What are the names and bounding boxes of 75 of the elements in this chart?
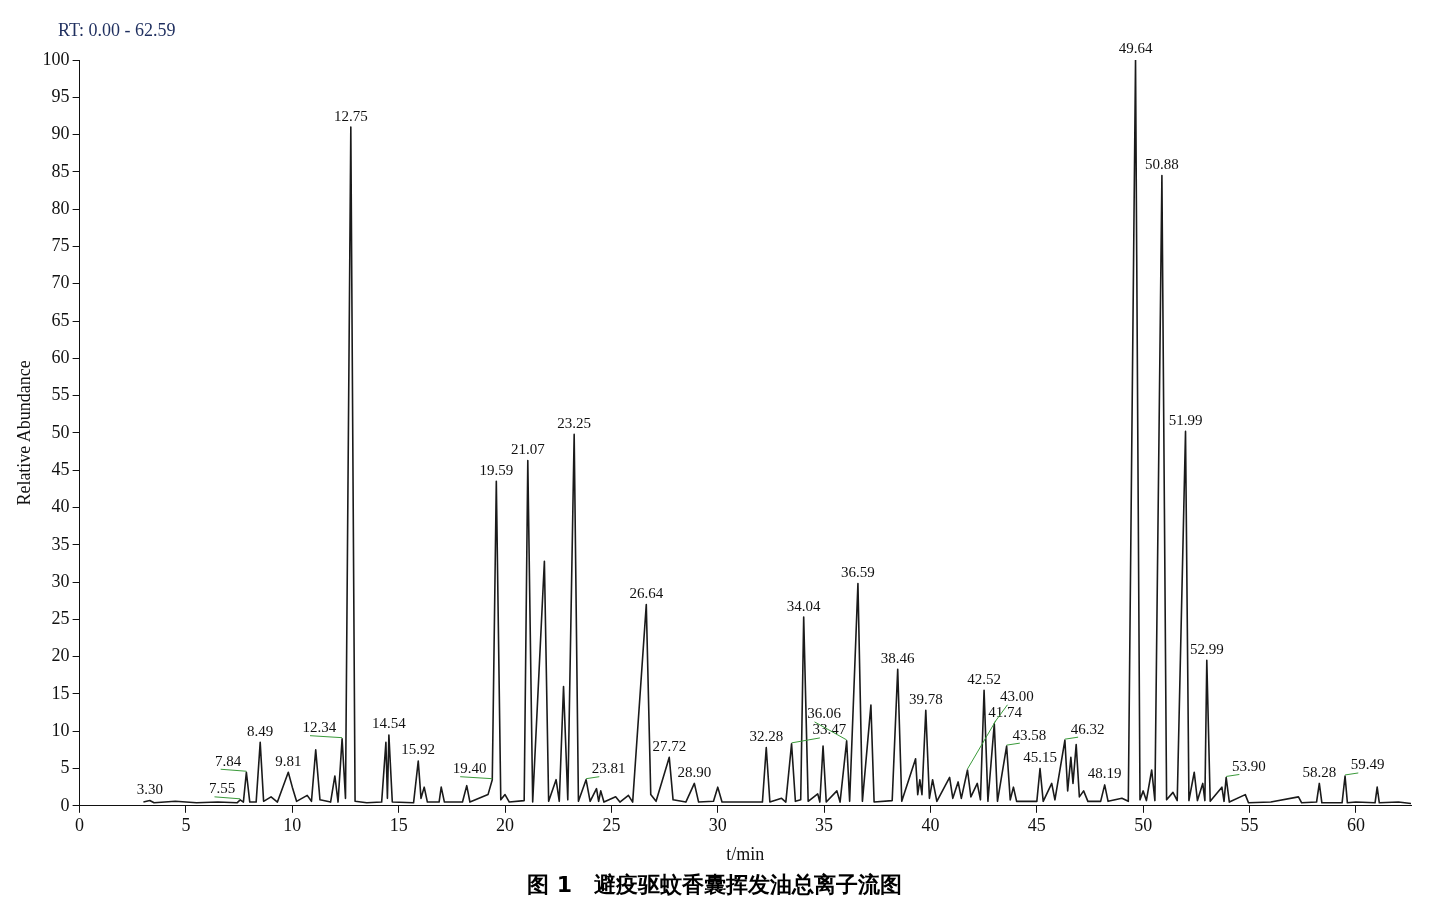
annotation: 43.00 bbox=[1000, 688, 1034, 705]
annotation: 32.28 bbox=[749, 728, 784, 745]
y-tick-label: 100 bbox=[42, 48, 70, 69]
annotation: 51.99 bbox=[1168, 411, 1203, 428]
x-tick-label: 30 bbox=[708, 815, 727, 836]
annotation: 12.75 bbox=[333, 107, 368, 124]
x-tick-label: 20 bbox=[496, 815, 515, 836]
y-tick-label: 15 bbox=[51, 682, 70, 703]
y-tick-label: 70 bbox=[51, 272, 70, 293]
y-tick-label: 95 bbox=[51, 86, 70, 107]
y-tick-label: 10 bbox=[51, 719, 70, 740]
annotation: 59.49 bbox=[1350, 756, 1385, 773]
y-tick-label: 0 bbox=[60, 794, 70, 815]
y-tick-label: 65 bbox=[51, 309, 70, 330]
annotation: 38.46 bbox=[880, 649, 916, 666]
annotation: 12.34 bbox=[302, 719, 337, 736]
y-tick-label: 25 bbox=[51, 608, 70, 629]
x-tick-label: 60 bbox=[1346, 815, 1365, 836]
x-tick-label: 25 bbox=[602, 815, 621, 836]
annotation: 8.49 bbox=[247, 722, 274, 739]
annotation: 45.15 bbox=[1023, 748, 1057, 765]
y-tick-label: 5 bbox=[60, 757, 70, 778]
text: RT: 0.00 - 62.59 bbox=[58, 20, 176, 41]
annotation: 14.54 bbox=[372, 715, 407, 732]
annotation: 21.07 bbox=[510, 440, 546, 457]
y-tick-label: 85 bbox=[51, 160, 70, 181]
x-tick-label: 35 bbox=[815, 815, 834, 836]
annotation: 26.64 bbox=[629, 584, 664, 601]
x-tick-label: 5 bbox=[181, 815, 191, 836]
annotation: 27.72 bbox=[652, 737, 687, 754]
y-axis-title: Relative Abundance bbox=[13, 360, 34, 506]
y-tick-label: 30 bbox=[51, 570, 70, 591]
annotation: 9.81 bbox=[275, 752, 302, 769]
annotation: 48.19 bbox=[1087, 765, 1122, 782]
y-tick-label: 45 bbox=[51, 458, 70, 479]
annotation: 46.32 bbox=[1070, 720, 1105, 737]
annotation: 36.59 bbox=[841, 563, 875, 580]
annotation: 23.25 bbox=[557, 414, 592, 431]
annotation: 53.90 bbox=[1231, 757, 1266, 774]
text: 图 1 避疫驱蚊香囊挥发油总离子流图 bbox=[526, 871, 903, 899]
x-tick-label: 40 bbox=[921, 815, 940, 836]
y-tick-label: 20 bbox=[51, 645, 70, 666]
annotation: 52.99 bbox=[1189, 640, 1224, 657]
annotation: 7.84 bbox=[215, 752, 242, 769]
y-tick-label: 35 bbox=[51, 533, 70, 554]
x-tick-label: 15 bbox=[389, 815, 408, 836]
annotation: 19.40 bbox=[452, 760, 487, 777]
x-tick-label: 45 bbox=[1027, 815, 1046, 836]
annotation: 43.58 bbox=[1012, 726, 1047, 743]
annotation: 49.64 bbox=[1118, 40, 1153, 57]
y-tick-label: 50 bbox=[51, 421, 70, 442]
annotation: 23.81 bbox=[591, 760, 626, 777]
x-tick-label: 55 bbox=[1240, 815, 1259, 836]
y-tick-label: 80 bbox=[51, 197, 70, 218]
y-tick-label: 90 bbox=[51, 123, 70, 144]
x-tick-label: 0 bbox=[75, 815, 85, 836]
annotation: 34.04 bbox=[786, 597, 822, 614]
x-tick-label: 50 bbox=[1134, 815, 1153, 836]
annotation: 36.06 bbox=[807, 705, 842, 722]
x-tick-label: 10 bbox=[283, 815, 302, 836]
annotation: 50.88 bbox=[1145, 156, 1179, 173]
y-tick-label: 60 bbox=[51, 347, 70, 368]
annotation: 42.52 bbox=[967, 670, 1001, 687]
annotation: 58.28 bbox=[1302, 763, 1337, 780]
annotation: 39.78 bbox=[908, 690, 943, 707]
annotation: 15.92 bbox=[401, 741, 436, 758]
annotation: 7.55 bbox=[208, 780, 236, 797]
y-tick-label: 75 bbox=[51, 235, 70, 256]
annotation: 3.30 bbox=[136, 781, 163, 798]
y-tick-label: 55 bbox=[51, 384, 70, 405]
annotation: 28.90 bbox=[677, 763, 712, 780]
annotation: 19.59 bbox=[479, 461, 514, 478]
annotation: 41.74 bbox=[988, 704, 1023, 721]
x-axis-title: t/min bbox=[726, 843, 765, 864]
y-tick-label: 40 bbox=[51, 496, 70, 517]
